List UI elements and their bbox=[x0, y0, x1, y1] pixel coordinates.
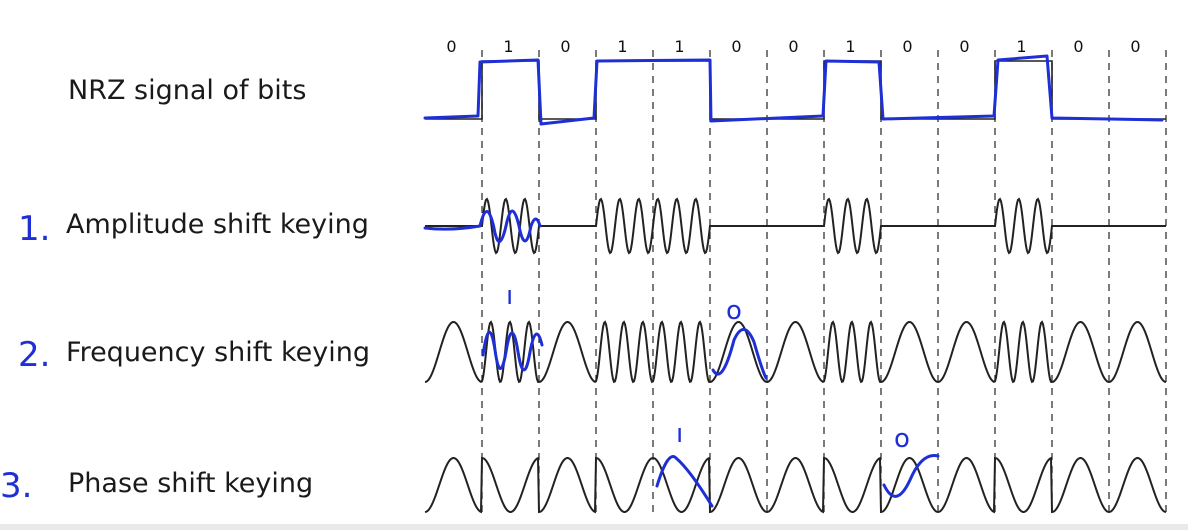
fsk-one-annotation: ı bbox=[506, 281, 513, 311]
bit-label-9: 0 bbox=[959, 37, 969, 56]
psk-number: 3. bbox=[0, 466, 33, 506]
bit-label-7: 1 bbox=[845, 37, 855, 56]
bit-label-6: 0 bbox=[788, 37, 798, 56]
ask-number: 1. bbox=[18, 209, 51, 249]
bit-label-1: 1 bbox=[503, 37, 513, 56]
blue-handwriting bbox=[423, 54, 1164, 508]
ask-waveform bbox=[425, 197, 1166, 255]
fsk-label: Frequency shift keying bbox=[66, 337, 370, 368]
fsk-number: 2. bbox=[18, 335, 51, 375]
ink-stroke-0 bbox=[423, 54, 1164, 126]
psk-one-annotation: ı bbox=[676, 419, 683, 449]
bottom-strip bbox=[0, 524, 1188, 530]
ink-stroke-1 bbox=[423, 209, 542, 243]
psk-label: Phase shift keying bbox=[68, 468, 314, 499]
ink-stroke-4 bbox=[655, 455, 714, 508]
nrz-signal bbox=[425, 60, 1166, 120]
bit-label-3: 1 bbox=[617, 37, 627, 56]
ink-stroke-2 bbox=[481, 330, 544, 372]
bit-label-5: 0 bbox=[731, 37, 741, 56]
psk-zero-annotation: o bbox=[894, 424, 910, 454]
bit-label-0: 0 bbox=[446, 37, 456, 56]
fsk-zero-annotation: o bbox=[726, 296, 742, 326]
ink-stroke-3 bbox=[711, 328, 768, 380]
nrz-label: NRZ signal of bits bbox=[68, 75, 307, 106]
bit-label-8: 0 bbox=[902, 37, 912, 56]
psk-waveform bbox=[424, 456, 1167, 514]
fsk-waveform bbox=[424, 320, 1167, 384]
ink-stroke-5 bbox=[882, 454, 940, 498]
bit-label-12: 0 bbox=[1130, 37, 1140, 56]
bit-label-10: 1 bbox=[1016, 37, 1026, 56]
bit-labels: 0 1 0 1 1 0 0 1 0 0 1 0 0 bbox=[446, 37, 1140, 56]
bit-label-11: 0 bbox=[1073, 37, 1083, 56]
ask-label: Amplitude shift keying bbox=[66, 209, 369, 240]
bit-label-4: 1 bbox=[674, 37, 684, 56]
psk-signal bbox=[424, 456, 1167, 514]
ask-signal bbox=[425, 197, 1166, 255]
fsk-signal bbox=[424, 320, 1167, 384]
bit-label-2: 0 bbox=[560, 37, 570, 56]
nrz-waveform bbox=[425, 60, 1166, 120]
